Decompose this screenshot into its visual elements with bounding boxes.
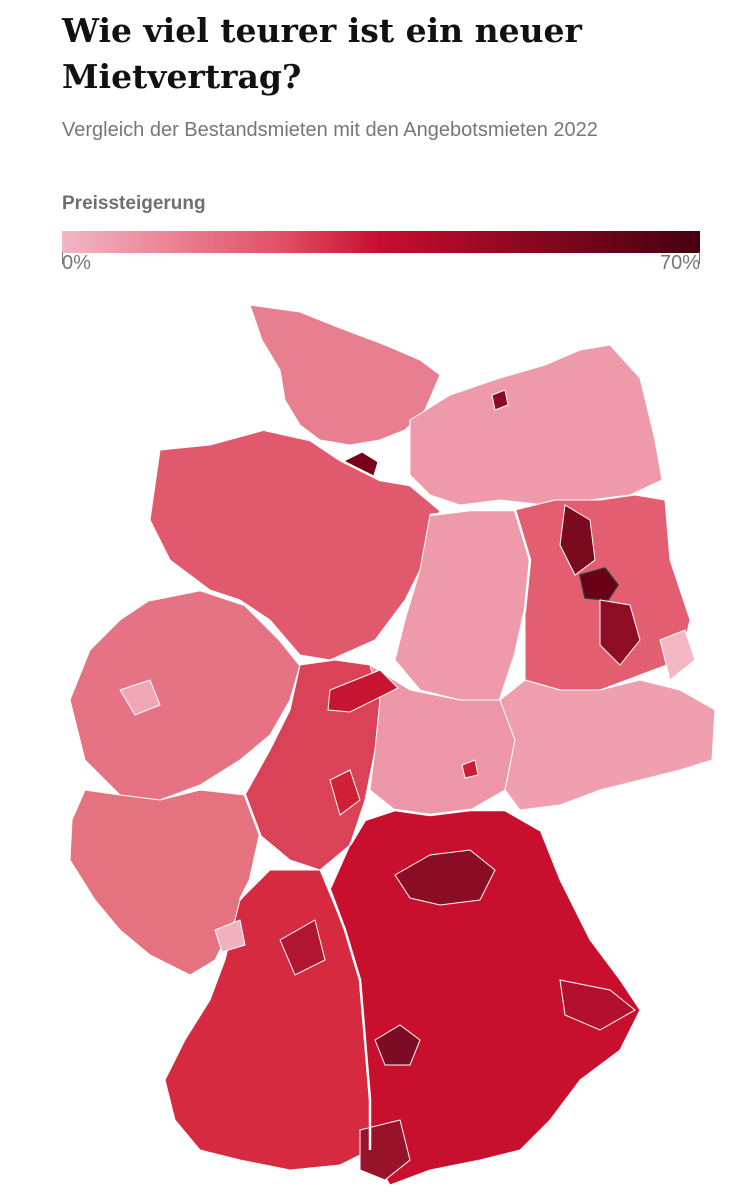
germany-district-map: [69, 304, 716, 1186]
district-rostock: [491, 389, 509, 411]
state-border-bw-by: [328, 889, 372, 1150]
state-border-east: [429, 508, 532, 701]
district-heilbronn: [279, 919, 326, 976]
legend-tick-max: [699, 252, 700, 264]
district-uckermark: [659, 629, 696, 681]
state-border-north: [264, 428, 441, 511]
region-schleswig-holstein: [249, 304, 441, 446]
district-brandenburg-east: [599, 599, 641, 666]
legend-tick-min: [62, 252, 63, 264]
legend-min-label: 0%: [62, 252, 91, 274]
state-border-south: [238, 794, 541, 901]
district-brandenburg-north: [559, 504, 596, 576]
state-border-nrw: [149, 588, 301, 666]
region-berlin: [579, 567, 619, 601]
district-frankfurt: [329, 769, 361, 816]
region-sachsen: [499, 679, 716, 811]
legend-title: Preissteigerung: [62, 193, 206, 214]
legend-color-scale: [62, 231, 700, 253]
district-oberbayern-south: [359, 1119, 411, 1181]
district-koeln: [119, 679, 161, 716]
legend-max-label: 70%: [659, 252, 700, 274]
district-hannover: [327, 669, 399, 713]
district-niederbayern: [559, 979, 636, 1031]
region-mecklenburg-vorpommern: [409, 344, 663, 506]
district-leipzig: [461, 759, 479, 779]
chart-subtitle: Vergleich der Bestandsmieten mit den Ang…: [62, 119, 598, 141]
district-mannheim: [214, 919, 246, 953]
chart-title: Wie viel teurer ist ein neuer Mietvertra…: [62, 11, 582, 96]
district-muenchen: [374, 1024, 421, 1066]
legend-gradient: [62, 231, 700, 253]
district-oberfranken: [394, 849, 496, 906]
